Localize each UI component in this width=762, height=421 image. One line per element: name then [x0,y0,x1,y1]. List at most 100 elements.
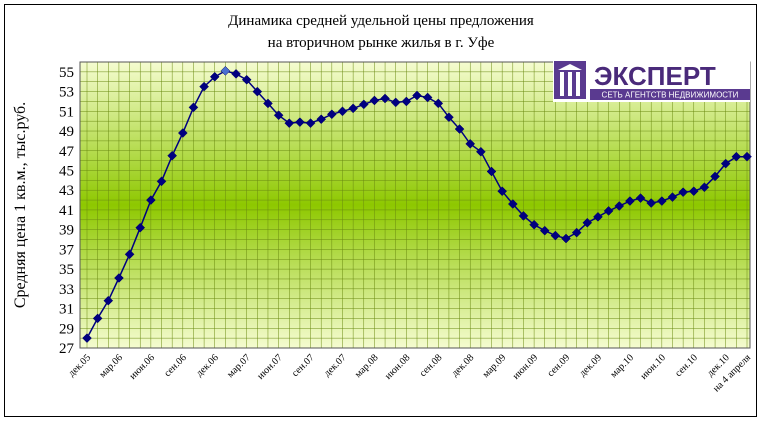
data-point [92,313,103,324]
x-tick-label: мар.08 [353,352,381,380]
data-point [380,93,390,104]
data-point [241,74,252,85]
logo-tagline: СЕТЬ АГЕНТСТВ НЕДВИЖИМОСТИ [602,91,739,100]
y-tick-label: 53 [59,85,74,101]
y-tick-label: 49 [59,124,74,140]
y-tick-label: 45 [59,163,74,179]
data-point [135,222,146,233]
data-point [358,99,369,110]
plot-border [79,61,751,349]
y-axis-label: Средняя цена 1 кв.м., тыс.руб. [12,102,29,308]
data-point [656,196,667,206]
data-point [614,201,625,211]
x-tick-label: июн.06 [128,352,157,381]
data-point [625,196,635,206]
x-tick-label: июн.09 [511,352,540,381]
data-point [422,92,433,103]
data-point [518,210,529,221]
x-tick-label: мар.07 [225,352,253,380]
data-point [146,195,156,205]
data-point [103,295,114,306]
chart-title-line2: на вторичном рынке жилья в г. Уфе [268,35,495,51]
data-point [539,225,550,236]
logo-name: ЭКСПЕРТ [594,61,716,91]
data-point [433,98,444,109]
y-tick-label: 43 [59,183,74,199]
y-axis-ticks: 27 29 31 33 35 37 39 41 43 45 47 49 51 53 55 [59,65,75,357]
data-point [603,206,614,216]
data-point [82,333,92,343]
logo-building-icon [554,61,586,99]
data-point [593,211,603,222]
data-point [444,112,454,123]
x-tick-label: июн.10 [638,352,667,381]
x-tick-label: сен.06 [162,352,189,379]
data-point [561,233,571,244]
logo: ЭКСПЕРТ СЕТЬ АГЕНТСТВ НЕДВИЖИМОСТИ [553,60,750,102]
data-point [252,86,263,97]
logo-tagline-bar [590,89,750,100]
data-point [710,171,720,182]
data-point [486,166,497,177]
data-point [369,95,380,106]
y-tick-label: 29 [59,321,74,337]
data-point [667,192,678,202]
data-point [742,151,752,162]
x-tick-label: июн.07 [255,352,284,381]
x-tick-label: сен.10 [673,352,700,379]
data-point [476,146,486,157]
y-tick-label: 51 [59,104,74,120]
data-point [177,128,188,138]
x-axis-ticks: дек.05 мар.06 июн.06 сен.06 дек.06 мар.07 июн.… [66,352,753,394]
chart-title-line1: Динамика средней удельной цены предложен… [228,13,534,29]
data-point [316,114,327,125]
data-point [454,124,465,134]
x-tick-label: сен.09 [545,352,572,379]
x-tick-label: дек.08 [450,352,477,379]
data-point [731,151,742,162]
data-point [188,102,199,113]
data-point [412,90,422,101]
data-point [507,199,518,209]
x-tick-label: мар.10 [608,352,636,380]
y-tick-label: 33 [59,282,74,298]
y-tick-label: 37 [59,242,75,258]
y-tick-label: 55 [59,65,74,81]
data-point [124,249,135,260]
data-point [571,227,582,238]
data-point [337,106,348,117]
data-point [199,81,209,92]
data-point [220,66,231,76]
data-point [401,96,412,107]
data-point [465,139,476,149]
data-point [390,97,401,108]
y-tick-label: 35 [59,262,74,278]
data-point [550,230,561,241]
data-point [231,68,241,79]
data-point [497,186,508,197]
data-point [263,98,273,109]
y-tick-label: 27 [59,341,75,357]
data-point [305,118,316,128]
data-point [156,176,167,187]
y-tick-label: 31 [59,302,74,318]
x-tick-label: сен.07 [290,352,317,379]
data-point [529,219,539,230]
x-tick-label: мар.09 [481,352,509,380]
data-point [688,186,699,197]
data-point [646,198,657,208]
data-point [326,109,337,120]
data-point [284,118,295,128]
data-point [582,217,593,228]
x-tick-label: мар.06 [97,352,125,380]
y-tick-label: 41 [59,203,74,219]
y-tick-label: 47 [59,144,75,160]
data-point [699,182,710,193]
data-point [209,71,220,82]
x-tick-label: дек.09 [577,352,604,379]
x-tick-label: дек.07 [322,352,349,379]
data-point [273,110,284,121]
vertical-gridlines [86,62,748,348]
x-tick-label: июн.08 [383,352,412,381]
